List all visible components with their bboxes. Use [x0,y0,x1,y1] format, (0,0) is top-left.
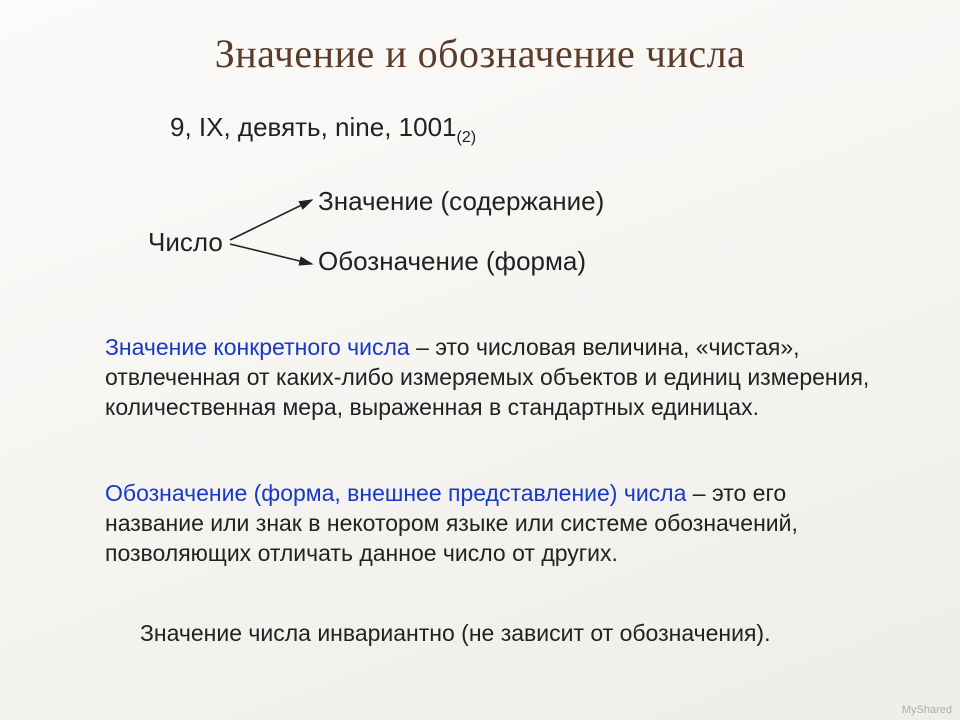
final-statement: Значение числа инвариантно (не зависит о… [140,620,860,647]
para2-lead: Обозначение (форма, внешнее представлени… [105,480,686,506]
arrow-top [230,200,312,240]
para1-lead: Значение конкретного числа [105,334,410,360]
branch-top-label: Значение (содержание) [318,186,604,217]
branch-arrows [226,182,326,280]
branch-root: Число [148,227,223,258]
paragraph-meaning: Значение конкретного числа – это числова… [105,332,875,422]
paragraph-notation: Обозначение (форма, внешнее представлени… [105,478,875,568]
example-prefix: 9, IX, девять, nine, 1001 [170,112,457,142]
page-title: Значение и обозначение числа [0,30,960,77]
example-subscript: (2) [457,129,477,146]
watermark: MyShared [902,704,952,716]
branch-bottom-label: Обозначение (форма) [318,246,586,277]
arrow-bottom [230,244,312,264]
example-line: 9, IX, девять, nine, 1001(2) [170,112,476,147]
